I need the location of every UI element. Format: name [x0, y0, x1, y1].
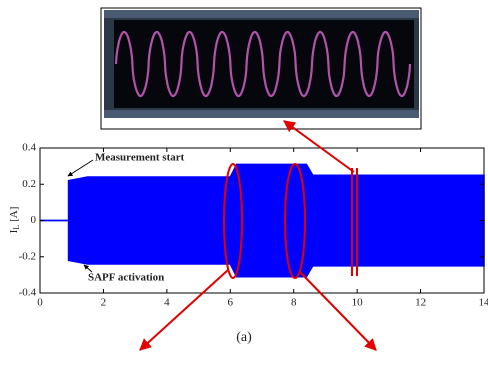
- x-tick-label: 10: [352, 297, 364, 309]
- scope-header: [104, 10, 419, 18]
- x-tick-label: 14: [479, 297, 488, 309]
- arrow: [300, 272, 376, 350]
- x-tick-label: 12: [415, 297, 426, 309]
- oscilloscope-inset: [101, 8, 421, 129]
- x-tick-label: 8: [291, 297, 297, 309]
- signal-envelope: [40, 164, 484, 220]
- x-tick-label: 2: [101, 297, 107, 309]
- annotation: SAPF activation: [88, 272, 164, 284]
- signal-envelope: [40, 221, 484, 277]
- x-tick-label: 6: [228, 297, 234, 309]
- caption: (a): [236, 330, 252, 345]
- y-tick-label: -0.2: [19, 250, 36, 262]
- y-tick-label: 0.4: [22, 142, 36, 154]
- scope-footer: [104, 110, 419, 118]
- figure: 0 2 4 6 8 10 12 14 0.4 0.2 0 -0.2 -0.4 Measurement s…: [0, 0, 488, 376]
- x-tick-label: 0: [37, 297, 43, 309]
- annotation-arrow: [68, 160, 93, 176]
- annotation: Measurement start: [95, 152, 185, 164]
- y-tick-label: -0.4: [19, 287, 37, 299]
- y-tick-label: 0: [31, 214, 37, 226]
- x-tick-label: 4: [164, 297, 170, 309]
- y-tick-label: 0.2: [22, 178, 36, 190]
- y-axis-label: IL[A]: [8, 207, 21, 234]
- y-label-sub: L: [12, 225, 21, 230]
- y-label-unit: [A]: [8, 207, 20, 222]
